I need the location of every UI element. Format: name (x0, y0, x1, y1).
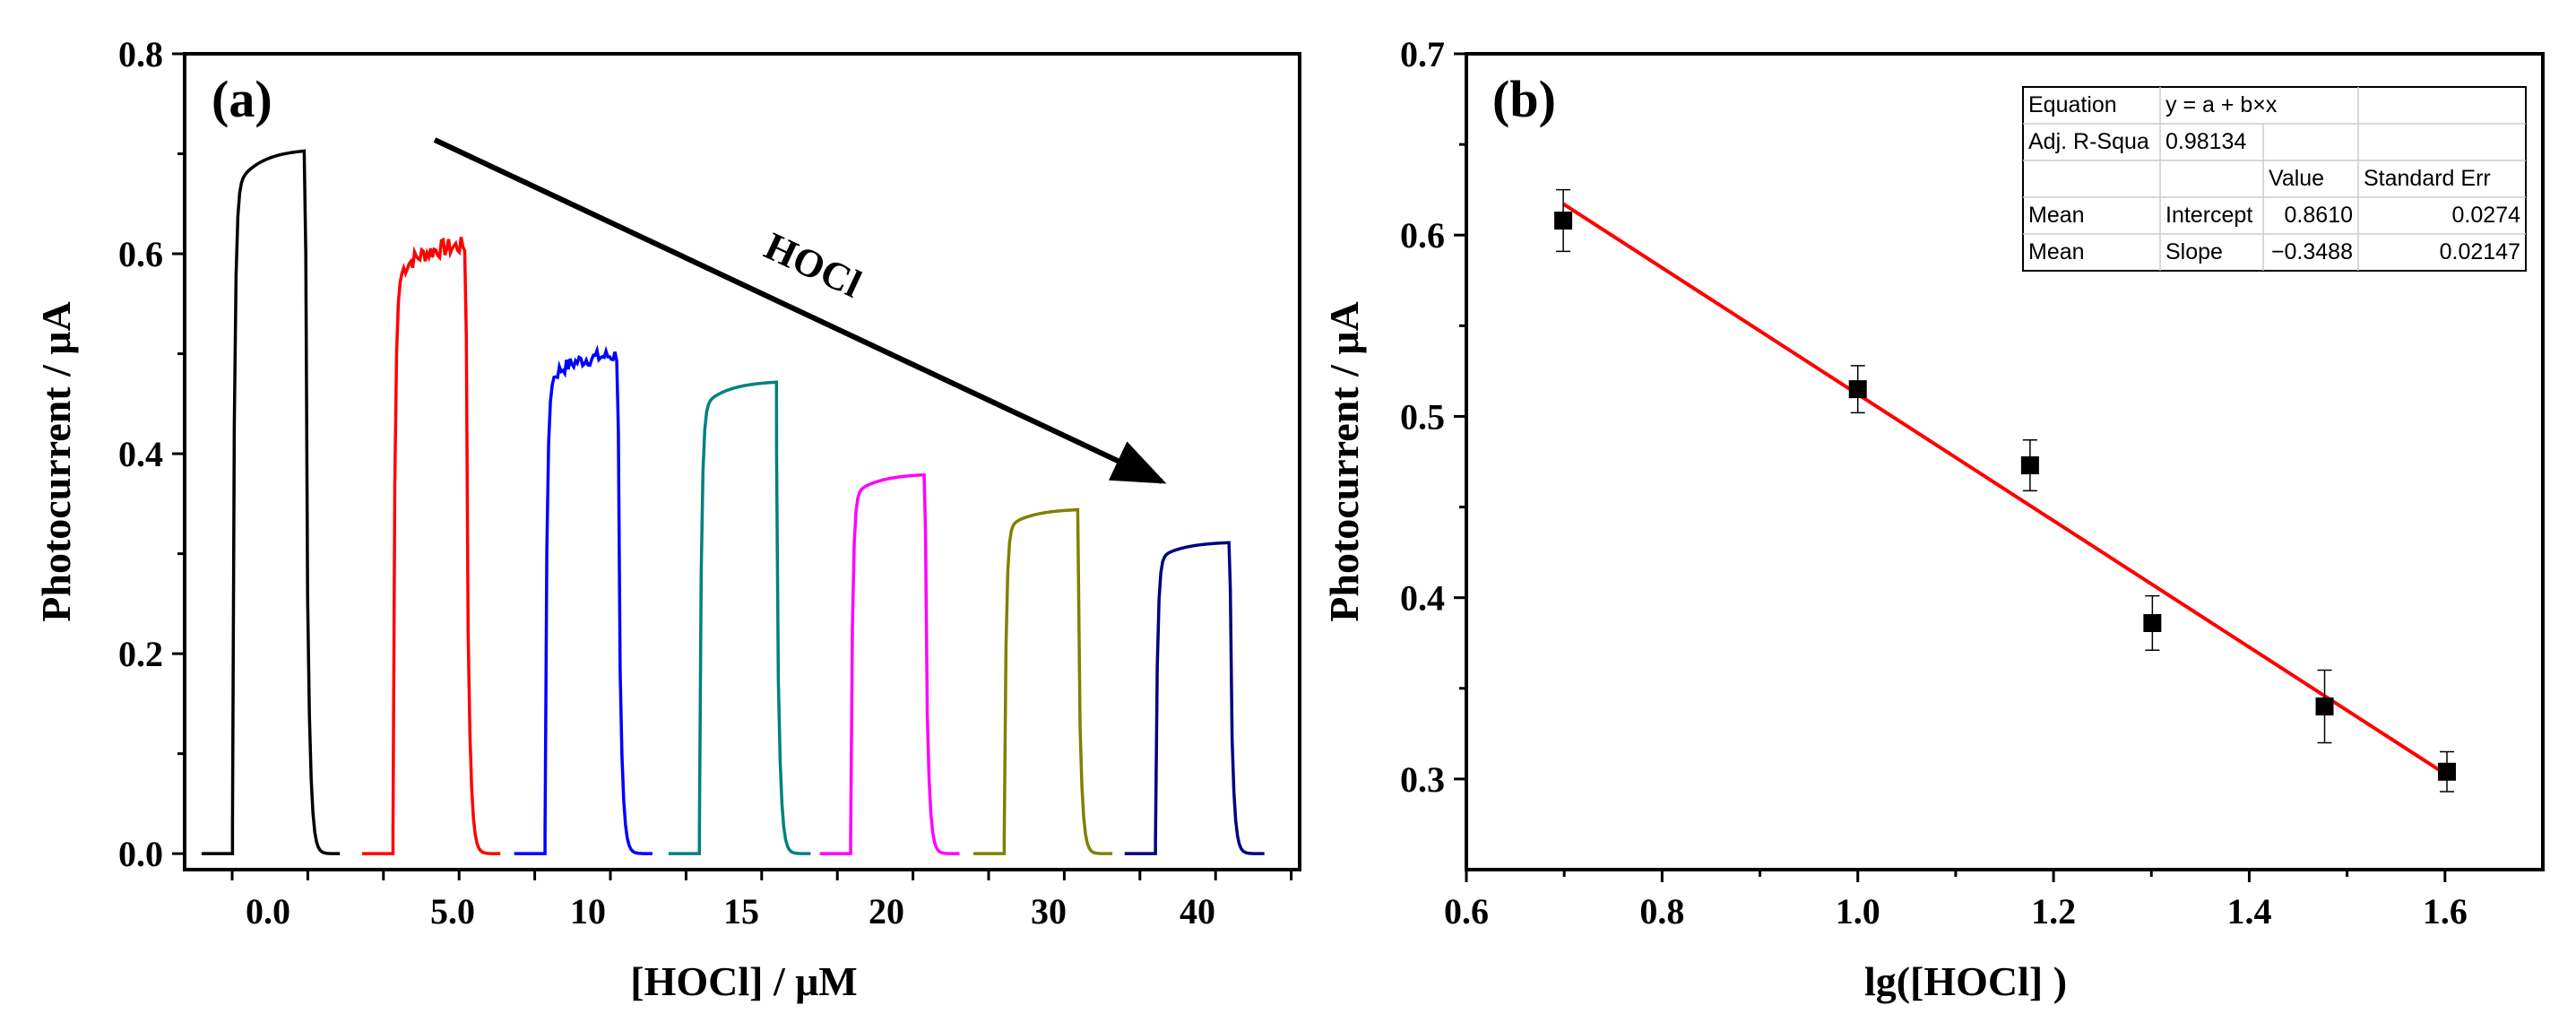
x-category-label: 30 (1031, 891, 1067, 931)
panel-b-ylabel: Photocurrent / μA (1321, 301, 1367, 621)
y-tick-label: 0.4 (1400, 578, 1445, 619)
x-tick-label: 1.2 (2031, 891, 2076, 931)
y-tick-label: 0.4 (118, 434, 163, 474)
table-cell: 0.0274 (2452, 203, 2521, 228)
table-cell: Standard Err (2364, 166, 2491, 191)
fit-table (2022, 86, 2527, 272)
panel-a-frame (183, 52, 1301, 871)
x-tick-label: 1.0 (1836, 891, 1880, 931)
data-point (2020, 456, 2039, 475)
y-tick-label: 0.6 (1400, 215, 1445, 256)
data-point (2315, 697, 2334, 715)
table-cell: 0.8610 (2285, 203, 2353, 228)
y-tick-label: 0.2 (118, 634, 163, 674)
x-tick-label: 0.6 (1444, 891, 1489, 931)
x-tick-label: 1.6 (2423, 891, 2468, 931)
panel-a-ylabel: Photocurrent / μA (33, 301, 79, 621)
y-tick-label: 0.3 (1400, 759, 1445, 800)
trace-15 (668, 380, 811, 855)
trace-0-0 (201, 149, 341, 855)
y-tick-label: 0.7 (1400, 34, 1445, 74)
trace-20 (819, 472, 960, 855)
data-point (1554, 212, 1573, 230)
x-category-label: 5.0 (430, 891, 475, 931)
table-cell: Mean (2028, 203, 2085, 228)
panel-b-xlabel: lg([HOCl] ) (1864, 958, 2067, 1004)
panel-b-label: (b) (1492, 70, 1556, 128)
data-point (2143, 613, 2162, 632)
table-cell: Equation (2028, 92, 2117, 117)
table-cell: Value (2269, 166, 2324, 191)
table-cell: Slope (2165, 239, 2223, 264)
table-cell: y = a + b×x (2165, 92, 2278, 117)
y-tick-label: 0.5 (1400, 396, 1445, 437)
panel-a: 0.0 0.2 0.4 0.6 0.8 0.0 5.0 10 15 20 30 40 (a) HOC… (33, 34, 1301, 1004)
y-tick-label: 0.8 (118, 34, 163, 74)
data-point (2438, 762, 2457, 781)
table-cell: 0.98134 (2165, 129, 2246, 154)
x-category-label: 10 (570, 891, 606, 931)
table-cell: Mean (2028, 239, 2085, 264)
x-tick-label: 0.8 (1639, 891, 1684, 931)
x-category-label: 40 (1180, 891, 1215, 931)
x-category-label: 0.0 (246, 891, 290, 931)
arrow-annotation: HOCl (758, 224, 869, 307)
table-cell: −0.3488 (2271, 239, 2353, 264)
trace-5-0 (362, 237, 501, 855)
trace-10 (514, 344, 653, 855)
panel-a-label: (a) (212, 70, 272, 128)
hocl-arrow (433, 137, 1167, 484)
y-tick-label: 0.0 (118, 834, 163, 874)
x-tick-label: 1.4 (2226, 891, 2271, 931)
table-cell: Intercept (2165, 203, 2252, 228)
trace-40 (1124, 541, 1265, 855)
fit-line (1562, 202, 2449, 777)
table-cell: Adj. R-Squa (2028, 129, 2149, 154)
panel-a-xlabel: [HOCl] / μM (630, 958, 857, 1004)
y-tick-label: 0.6 (118, 234, 163, 274)
panel-b: 0.3 0.4 0.5 0.6 0.7 0.6 0.8 1.0 1.2 1.4 1.6 Equat… (1321, 34, 2545, 1004)
trace-30 (972, 507, 1113, 855)
x-category-label: 20 (869, 891, 904, 931)
table-cell: 0.02147 (2440, 239, 2520, 264)
panel-b-frame (1465, 52, 2545, 871)
data-point (1848, 380, 1867, 399)
x-category-label: 15 (723, 891, 759, 931)
